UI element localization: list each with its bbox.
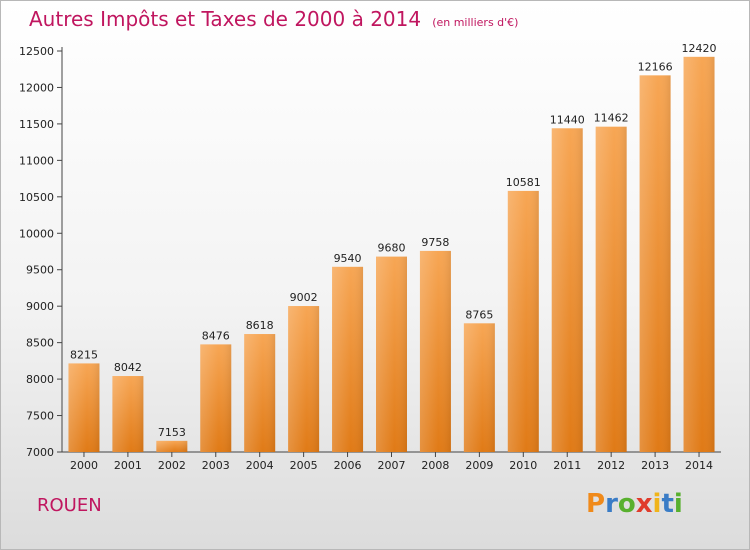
data-label: 12166	[638, 60, 673, 73]
data-label: 8215	[70, 348, 98, 361]
logo-letter: r	[605, 489, 618, 519]
data-label: 9540	[334, 252, 362, 265]
logo-letter: o	[617, 489, 636, 519]
x-tick-label: 2010	[509, 459, 537, 472]
y-tick-label: 10000	[19, 227, 54, 240]
x-tick-label: 2006	[334, 459, 362, 472]
data-label: 9680	[378, 242, 406, 255]
x-tick-label: 2000	[70, 459, 98, 472]
chart-unit-note: (en milliers d'€)	[432, 16, 519, 29]
data-label: 9758	[421, 236, 449, 249]
y-tick-label: 10500	[19, 191, 54, 204]
x-tick-label: 2003	[202, 459, 230, 472]
data-label: 8618	[246, 319, 274, 332]
y-tick-label: 12500	[19, 45, 54, 58]
bar-highlight	[332, 266, 364, 452]
bar-highlight	[112, 376, 144, 452]
logo-letter: i	[652, 489, 662, 519]
data-label: 9002	[290, 291, 318, 304]
x-tick-label: 2013	[641, 459, 669, 472]
bar-highlight	[507, 190, 539, 453]
bar-highlight	[419, 250, 451, 452]
y-tick-label: 9500	[26, 264, 54, 277]
y-tick-label: 11500	[19, 118, 54, 131]
data-label: 11440	[550, 113, 585, 126]
proxiti-logo[interactable]: Proxiti	[586, 489, 683, 519]
y-tick-label: 9000	[26, 300, 54, 313]
x-tick-label: 2005	[290, 459, 318, 472]
data-label: 7153	[158, 426, 186, 439]
city-name: ROUEN	[37, 495, 102, 516]
x-tick-label: 2001	[114, 459, 142, 472]
data-label: 12420	[682, 42, 717, 55]
y-tick-label: 8000	[26, 373, 54, 386]
x-tick-label: 2011	[553, 459, 581, 472]
x-tick-label: 2009	[465, 459, 493, 472]
bar-highlight	[288, 306, 320, 452]
bar-highlight	[156, 440, 188, 452]
y-tick-label: 7000	[26, 446, 54, 459]
bar-highlight	[376, 256, 407, 452]
data-label: 8476	[202, 329, 230, 342]
data-label: 10581	[506, 176, 541, 189]
x-tick-label: 2004	[246, 459, 274, 472]
bar-highlight	[244, 334, 276, 452]
x-tick-label: 2014	[685, 459, 713, 472]
x-tick-label: 2012	[597, 459, 625, 472]
y-tick-label: 8500	[26, 337, 54, 350]
y-tick-label: 12000	[19, 81, 54, 94]
data-label: 8042	[114, 361, 142, 374]
chart-title: Autres Impôts et Taxes de 2000 à 2014	[29, 7, 422, 31]
x-tick-label: 2002	[158, 459, 186, 472]
data-label: 11462	[594, 112, 629, 125]
x-tick-label: 2008	[421, 459, 449, 472]
bar-highlight	[551, 128, 583, 452]
logo-letter: P	[586, 489, 606, 519]
bar-highlight	[595, 126, 627, 453]
logo-letter: t	[661, 489, 674, 519]
bar-highlight	[463, 323, 495, 452]
bar-highlight	[68, 363, 100, 452]
logo-letter: x	[635, 489, 653, 519]
chart-title-block: Autres Impôts et Taxes de 2000 à 2014 (e…	[29, 7, 518, 31]
logo-letter: i	[673, 489, 683, 519]
y-tick-label: 7500	[26, 410, 54, 423]
bar-highlight	[683, 56, 715, 452]
y-tick-label: 11000	[19, 154, 54, 167]
bar-highlight	[639, 75, 671, 453]
data-label: 8765	[465, 308, 493, 321]
bar-highlight	[200, 344, 232, 452]
x-tick-label: 2007	[378, 459, 406, 472]
